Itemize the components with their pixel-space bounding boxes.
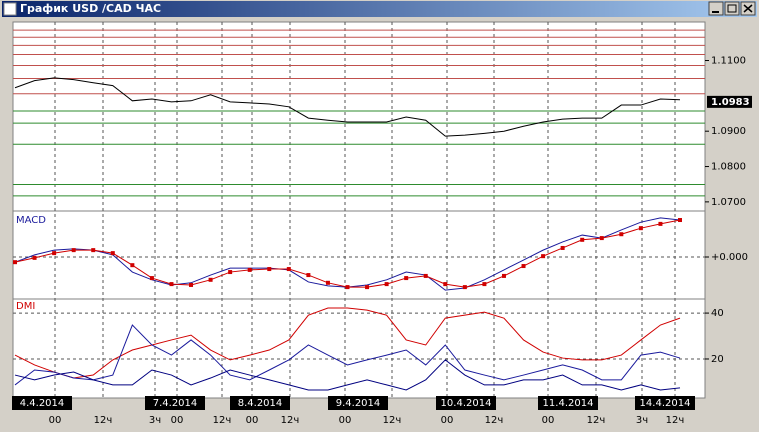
signal-dot [32, 255, 37, 260]
hour-label: 3ч [149, 415, 161, 426]
signal-dot [384, 282, 389, 287]
signal-dot [580, 237, 585, 242]
signal-dot [541, 254, 546, 259]
signal-dot [423, 273, 428, 278]
signal-dot [247, 267, 252, 272]
signal-dot [638, 226, 643, 231]
signal-dot [521, 264, 526, 269]
signal-dot [208, 277, 213, 282]
date-box [436, 396, 496, 410]
hour-label: 12ч [485, 415, 504, 426]
y-tick-label: 40 [711, 308, 724, 319]
hour-label: 12ч [383, 415, 402, 426]
date-box [328, 396, 388, 410]
signal-dot [658, 221, 663, 226]
date-label: 9.4.2014 [336, 398, 381, 409]
signal-dot [678, 218, 682, 223]
y-tick-label: 1.1100 [711, 56, 746, 67]
date-label: 11.4.2014 [543, 398, 594, 409]
price-marker [707, 95, 752, 108]
panel-label: MACD [16, 215, 46, 226]
signal-dot [345, 285, 350, 290]
hour-label: 3ч [636, 415, 648, 426]
hour-label: 12ч [281, 415, 300, 426]
signal-dot [619, 232, 624, 237]
maximize[interactable] [724, 1, 740, 16]
date-label: 14.4.2014 [640, 398, 691, 409]
signal-dot [91, 248, 96, 253]
y-tick-label: 1.0900 [711, 126, 746, 137]
hour-label: 00 [246, 415, 259, 426]
window-buttons[interactable] [708, 1, 756, 16]
signal-dot [599, 236, 604, 241]
signal-dot [560, 245, 565, 250]
date-box [145, 396, 205, 410]
signal-dot [267, 267, 272, 272]
hour-label: 00 [171, 415, 184, 426]
y-tick-label: 20 [711, 354, 724, 365]
window-title: График USD /CAD ЧАС [20, 2, 161, 15]
hour-label: 12ч [213, 415, 232, 426]
hour-label: 00 [542, 415, 555, 426]
signal-dot [13, 260, 17, 265]
price-marker-label: 1.0983 [711, 97, 750, 108]
signal-dot [110, 251, 115, 256]
signal-dot [325, 280, 330, 285]
y-tick-label: 1.0700 [711, 197, 746, 208]
signal-dot [462, 285, 467, 290]
signal-dot [286, 267, 291, 272]
hour-label: 00 [339, 415, 352, 426]
date-label: 7.4.2014 [153, 398, 198, 409]
signal-dot [130, 263, 135, 268]
date-box [12, 396, 72, 410]
signal-dot [482, 282, 487, 287]
signal-dot [306, 273, 311, 278]
panel-label: DMI [16, 301, 35, 312]
hour-label: 12ч [587, 415, 606, 426]
date-label: 10.4.2014 [441, 398, 492, 409]
series-line [14, 77, 681, 137]
signal-dot [228, 270, 233, 275]
minimize[interactable] [708, 1, 724, 16]
date-label: 4.4.2014 [20, 398, 65, 409]
signal-dot [443, 282, 448, 287]
title-bar [2, 1, 757, 17]
y-tick-label: 1.0800 [711, 162, 746, 173]
signal-dot [189, 282, 194, 287]
y-tick-label: +0.000 [711, 252, 748, 263]
hour-label: 00 [49, 415, 62, 426]
series-line [14, 359, 681, 391]
signal-dot [71, 248, 76, 253]
date-box [635, 396, 695, 410]
signal-dot [149, 276, 154, 281]
date-label: 8.4.2014 [238, 398, 283, 409]
date-box [230, 396, 290, 410]
hour-label: 12ч [666, 415, 685, 426]
series-line [14, 324, 681, 386]
signal-dot [52, 251, 57, 256]
hour-label: 12ч [94, 415, 113, 426]
series-line [14, 307, 681, 379]
signal-dot [501, 273, 506, 278]
signal-dot [169, 282, 174, 287]
signal-dot [404, 276, 409, 281]
icon [3, 2, 17, 16]
date-box [538, 396, 598, 410]
hour-label: 00 [441, 415, 454, 426]
content: 1.1100 1.0900 1.0800 1.0700 1.0983 +0.000 MACD… [12, 22, 752, 426]
signal-dot [365, 285, 370, 290]
